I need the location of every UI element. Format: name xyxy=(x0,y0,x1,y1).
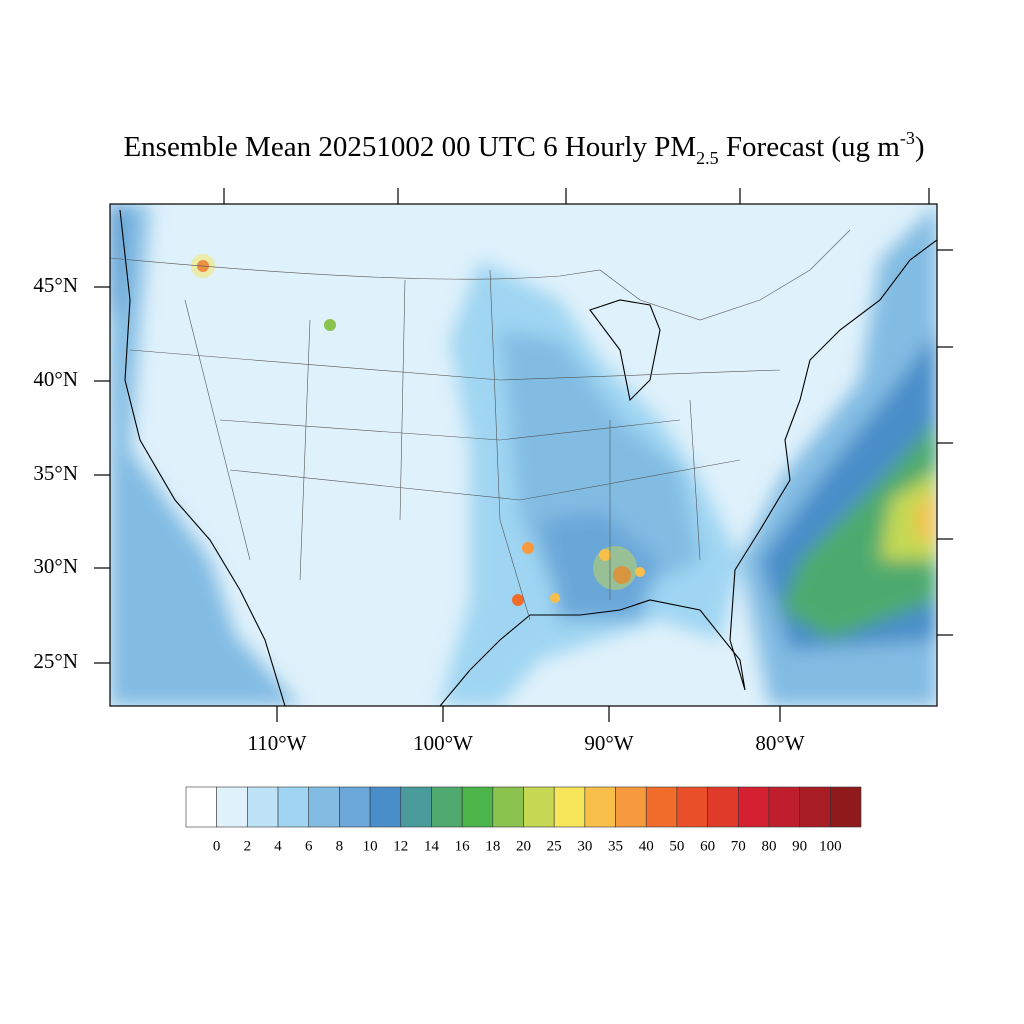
lat-label: 30°N xyxy=(33,554,78,578)
colorbar-label: 100 xyxy=(819,838,842,854)
colorbar-label: 16 xyxy=(455,838,471,854)
title: Ensemble Mean 20251002 00 UTC 6 Hourly P… xyxy=(123,128,924,168)
colorbar-box xyxy=(308,786,340,828)
colorbar-label: 20 xyxy=(516,838,531,854)
colorbar-label: 90 xyxy=(792,838,807,854)
colorbar-box xyxy=(247,786,279,828)
lat-label: 40°N xyxy=(33,367,78,391)
frame-ticks xyxy=(94,188,953,722)
title-superscript: -3 xyxy=(900,128,915,148)
lon-label: 90°W xyxy=(584,731,633,755)
colorbar-box xyxy=(400,786,432,828)
colorbar-label: 8 xyxy=(336,838,344,854)
axis-labels: 45°N 40°N 35°N 30°N 25°N 110°W 100°W 90°W 80°W xyxy=(33,273,804,755)
colorbar-label: 80 xyxy=(761,838,776,854)
colorbar-box xyxy=(707,786,739,828)
colorbar-box xyxy=(830,786,862,828)
colorbar-box xyxy=(492,786,524,828)
lat-label: 25°N xyxy=(33,649,78,673)
lat-label: 45°N xyxy=(33,273,78,297)
colorbar-box xyxy=(216,786,248,828)
title-after: Forecast (ug m xyxy=(719,131,901,163)
colorbar-label: 12 xyxy=(393,838,408,854)
colorbar-box xyxy=(185,786,217,828)
colorbar-box xyxy=(369,786,402,828)
colorbar-label: 70 xyxy=(731,838,746,854)
colorbar-box xyxy=(339,786,371,828)
colorbar-box xyxy=(645,786,678,828)
colorbar-label: 25 xyxy=(547,838,562,854)
colorbar-box xyxy=(615,786,647,828)
colorbar-box xyxy=(799,786,831,828)
lat-label: 35°N xyxy=(33,461,78,485)
colorbar: 0 2 4 6 8 10 12 14 16 18 20 25 30 35 40 50 60 70 80 90 100 xyxy=(185,786,862,854)
colorbar-label: 40 xyxy=(639,838,654,854)
colorbar-box xyxy=(737,786,770,828)
colorbar-box xyxy=(277,786,310,828)
title-end: ) xyxy=(915,131,925,163)
colorbar-label: 50 xyxy=(669,838,684,854)
colorbar-label: 10 xyxy=(363,838,378,854)
colorbar-box xyxy=(676,786,708,828)
colorbar-label: 6 xyxy=(305,838,313,854)
colorbar-label: 35 xyxy=(608,838,623,854)
colorbar-label: 2 xyxy=(244,838,252,854)
colorbar-label: 60 xyxy=(700,838,715,854)
colorbar-box xyxy=(431,786,463,828)
lon-label: 100°W xyxy=(413,731,473,755)
colorbar-label: 18 xyxy=(485,838,500,854)
lon-label: 80°W xyxy=(755,731,804,755)
lon-label: 110°W xyxy=(248,731,307,755)
colorbar-box xyxy=(768,786,800,828)
map-frame xyxy=(109,203,938,707)
title-subscript: 2.5 xyxy=(696,148,719,168)
colorbar-box xyxy=(553,786,586,828)
colorbar-label: 0 xyxy=(213,838,221,854)
map xyxy=(110,204,937,706)
colorbar-label: 14 xyxy=(424,838,440,854)
colorbar-label: 30 xyxy=(577,838,592,854)
colorbar-box xyxy=(523,786,555,828)
title-main: Ensemble Mean 20251002 00 UTC 6 Hourly P… xyxy=(123,131,696,163)
colorbar-box xyxy=(461,786,494,828)
colorbar-label: 4 xyxy=(274,838,282,854)
colorbar-box xyxy=(584,786,616,828)
